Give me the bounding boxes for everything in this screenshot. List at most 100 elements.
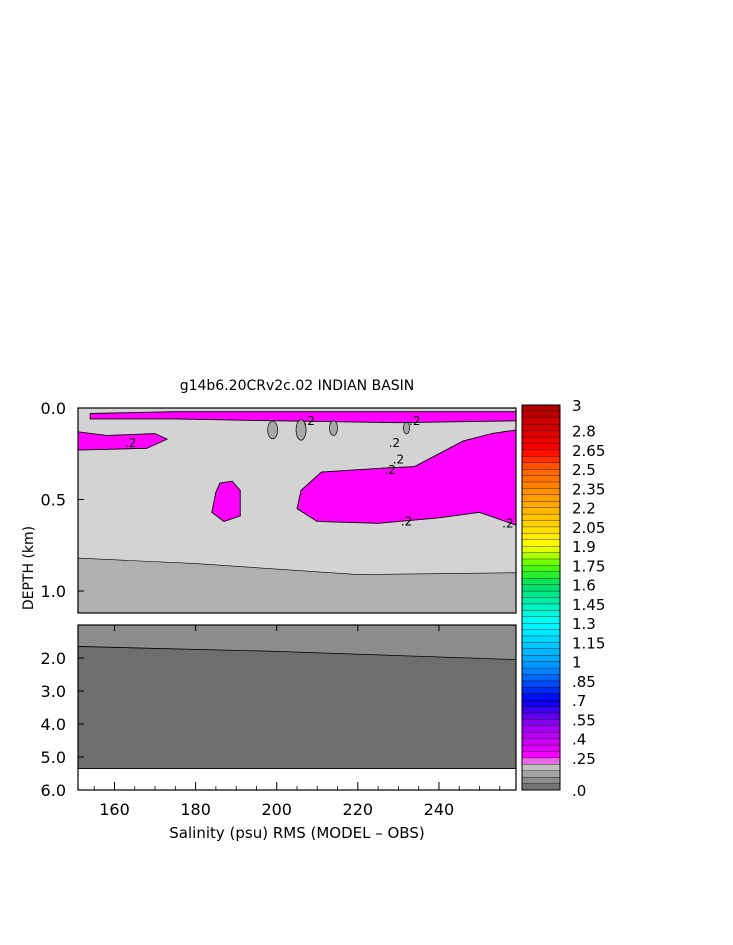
colorbar-segment: [521, 443, 561, 451]
y-tick-label: 3.0: [41, 682, 66, 701]
contour-label: .2: [409, 414, 420, 428]
colorbar-segment: [521, 526, 561, 534]
colorbar-tick-label: .7: [572, 692, 586, 710]
colorbar-segment: [521, 648, 561, 656]
x-axis-label: Salinity (psu) RMS (MODEL – OBS): [169, 824, 424, 842]
contour-label: .2: [125, 436, 136, 450]
colorbar-segment: [521, 699, 561, 708]
contour-lens: [403, 421, 410, 435]
contour-label: .2: [393, 452, 404, 466]
x-tick-label: 180: [180, 800, 211, 819]
region-large-magenta-patch: [296, 429, 516, 526]
x-tick-label: 200: [261, 800, 292, 819]
colorbar-segment: [521, 590, 561, 598]
colorbar-tick-label: 1.15: [572, 634, 605, 652]
colorbar-segment: [521, 456, 561, 464]
colorbar-segment: [521, 565, 561, 573]
colorbar-segment: [521, 468, 561, 477]
region-no-data: [78, 768, 516, 790]
colorbar-tick-label: .85: [572, 673, 596, 691]
colorbar-segment: [521, 584, 561, 592]
colorbar-segment: [521, 680, 561, 688]
colorbar-segment: [521, 757, 561, 765]
colorbar-segment: [521, 642, 561, 650]
colorbar-segment: [521, 764, 561, 772]
colorbar-tick-label: .55: [572, 711, 596, 729]
upper-panel: .2.2.2.2.2.2.2.2: [77, 407, 517, 614]
colorbar-segment: [521, 610, 561, 618]
colorbar-tick-label: 2.65: [572, 442, 605, 460]
colorbar-segment: [521, 667, 561, 675]
colorbar-segment: [521, 571, 561, 579]
colorbar-segment: [521, 712, 561, 720]
colorbar-segment: [521, 687, 561, 695]
colorbar-segment: [521, 404, 561, 412]
colorbar-segment: [521, 674, 561, 682]
colorbar-segment: [521, 629, 561, 637]
colorbar-segment: [521, 513, 561, 521]
colorbar-segment: [521, 436, 561, 444]
colorbar-segment: [521, 738, 561, 746]
region-deep-layer: [78, 557, 516, 613]
y-tick-label: 6.0: [41, 781, 66, 800]
colorbar-segment: [521, 520, 561, 528]
colorbar-segment: [521, 494, 561, 502]
colorbar-segment: [521, 603, 561, 611]
colorbar-segment: [521, 545, 561, 554]
colorbar-segment: [521, 488, 561, 496]
contour-label: .2: [389, 436, 400, 450]
y-tick-label: 5.0: [41, 748, 66, 767]
colorbar-frame: [521, 404, 561, 791]
chart-title: g14b6.20CRv2c.02 INDIAN BASIN: [180, 378, 415, 394]
colorbar-tick-label: 1.6: [572, 577, 596, 595]
y-tick-label: 0.0: [41, 399, 66, 418]
colorbar-segment: [521, 507, 561, 515]
region-abyss: [78, 646, 516, 790]
colorbar-tick-label: 2.2: [572, 500, 596, 518]
colorbar-segment: [521, 533, 561, 541]
colorbar-tick-label: 2.05: [572, 519, 605, 537]
colorbar-segment: [521, 661, 561, 669]
contour-label: .2: [502, 516, 513, 530]
colorbar-segment: [521, 622, 561, 631]
colorbar-segment: [521, 706, 561, 714]
x-tick-label: 220: [343, 800, 374, 819]
colorbar-tick-label: 1.3: [572, 615, 596, 633]
colorbar-tick-label: .4: [572, 731, 586, 749]
colorbar-segment: [521, 417, 561, 425]
colorbar-segment: [521, 776, 561, 785]
y-tick-label: 1.0: [41, 582, 66, 601]
colorbar-segment: [521, 783, 561, 791]
colorbar-tick-label: 2.8: [572, 423, 596, 441]
y-tick-label: 4.0: [41, 715, 66, 734]
colorbar-segment: [521, 552, 561, 560]
colorbar-tick-label: 1: [572, 654, 582, 672]
colorbar-segment: [521, 449, 561, 457]
contour-label: .2: [385, 463, 396, 477]
colorbar-segment: [521, 501, 561, 509]
colorbar-tick-label: 2.35: [572, 480, 605, 498]
colorbar-segment: [521, 597, 561, 605]
upper-panel-frame: [77, 407, 517, 614]
colorbar-segment: [521, 558, 561, 566]
colorbar-tick-label: .25: [572, 750, 596, 768]
contour-label: .2: [303, 414, 314, 428]
colorbar-segment: [521, 539, 561, 547]
y-tick-label: 2.0: [41, 649, 66, 668]
colorbar-tick-label: .0: [572, 782, 586, 800]
region-left-magenta-band: [78, 431, 168, 451]
x-axis: 160 180 200 220 240: [93, 625, 501, 819]
y-tick-label: 0.5: [41, 491, 66, 510]
x-tick-label: 160: [99, 800, 130, 819]
x-tick-label: 240: [424, 800, 455, 819]
y-axis: 0.0 0.5 1.0 2.0 3.0 4.0 5.0 6.0: [41, 399, 84, 800]
colorbar-segment: [521, 462, 561, 470]
colorbar-segment: [521, 481, 561, 489]
colorbar-segment: [521, 732, 561, 740]
colorbar: 32.82.652.52.352.22.051.91.751.61.451.31…: [521, 397, 605, 800]
region-surface-magenta-strip: [89, 411, 516, 424]
colorbar-segment: [521, 744, 561, 752]
colorbar-segment: [521, 655, 561, 663]
y-axis-label: DEPTH (km): [21, 526, 37, 610]
